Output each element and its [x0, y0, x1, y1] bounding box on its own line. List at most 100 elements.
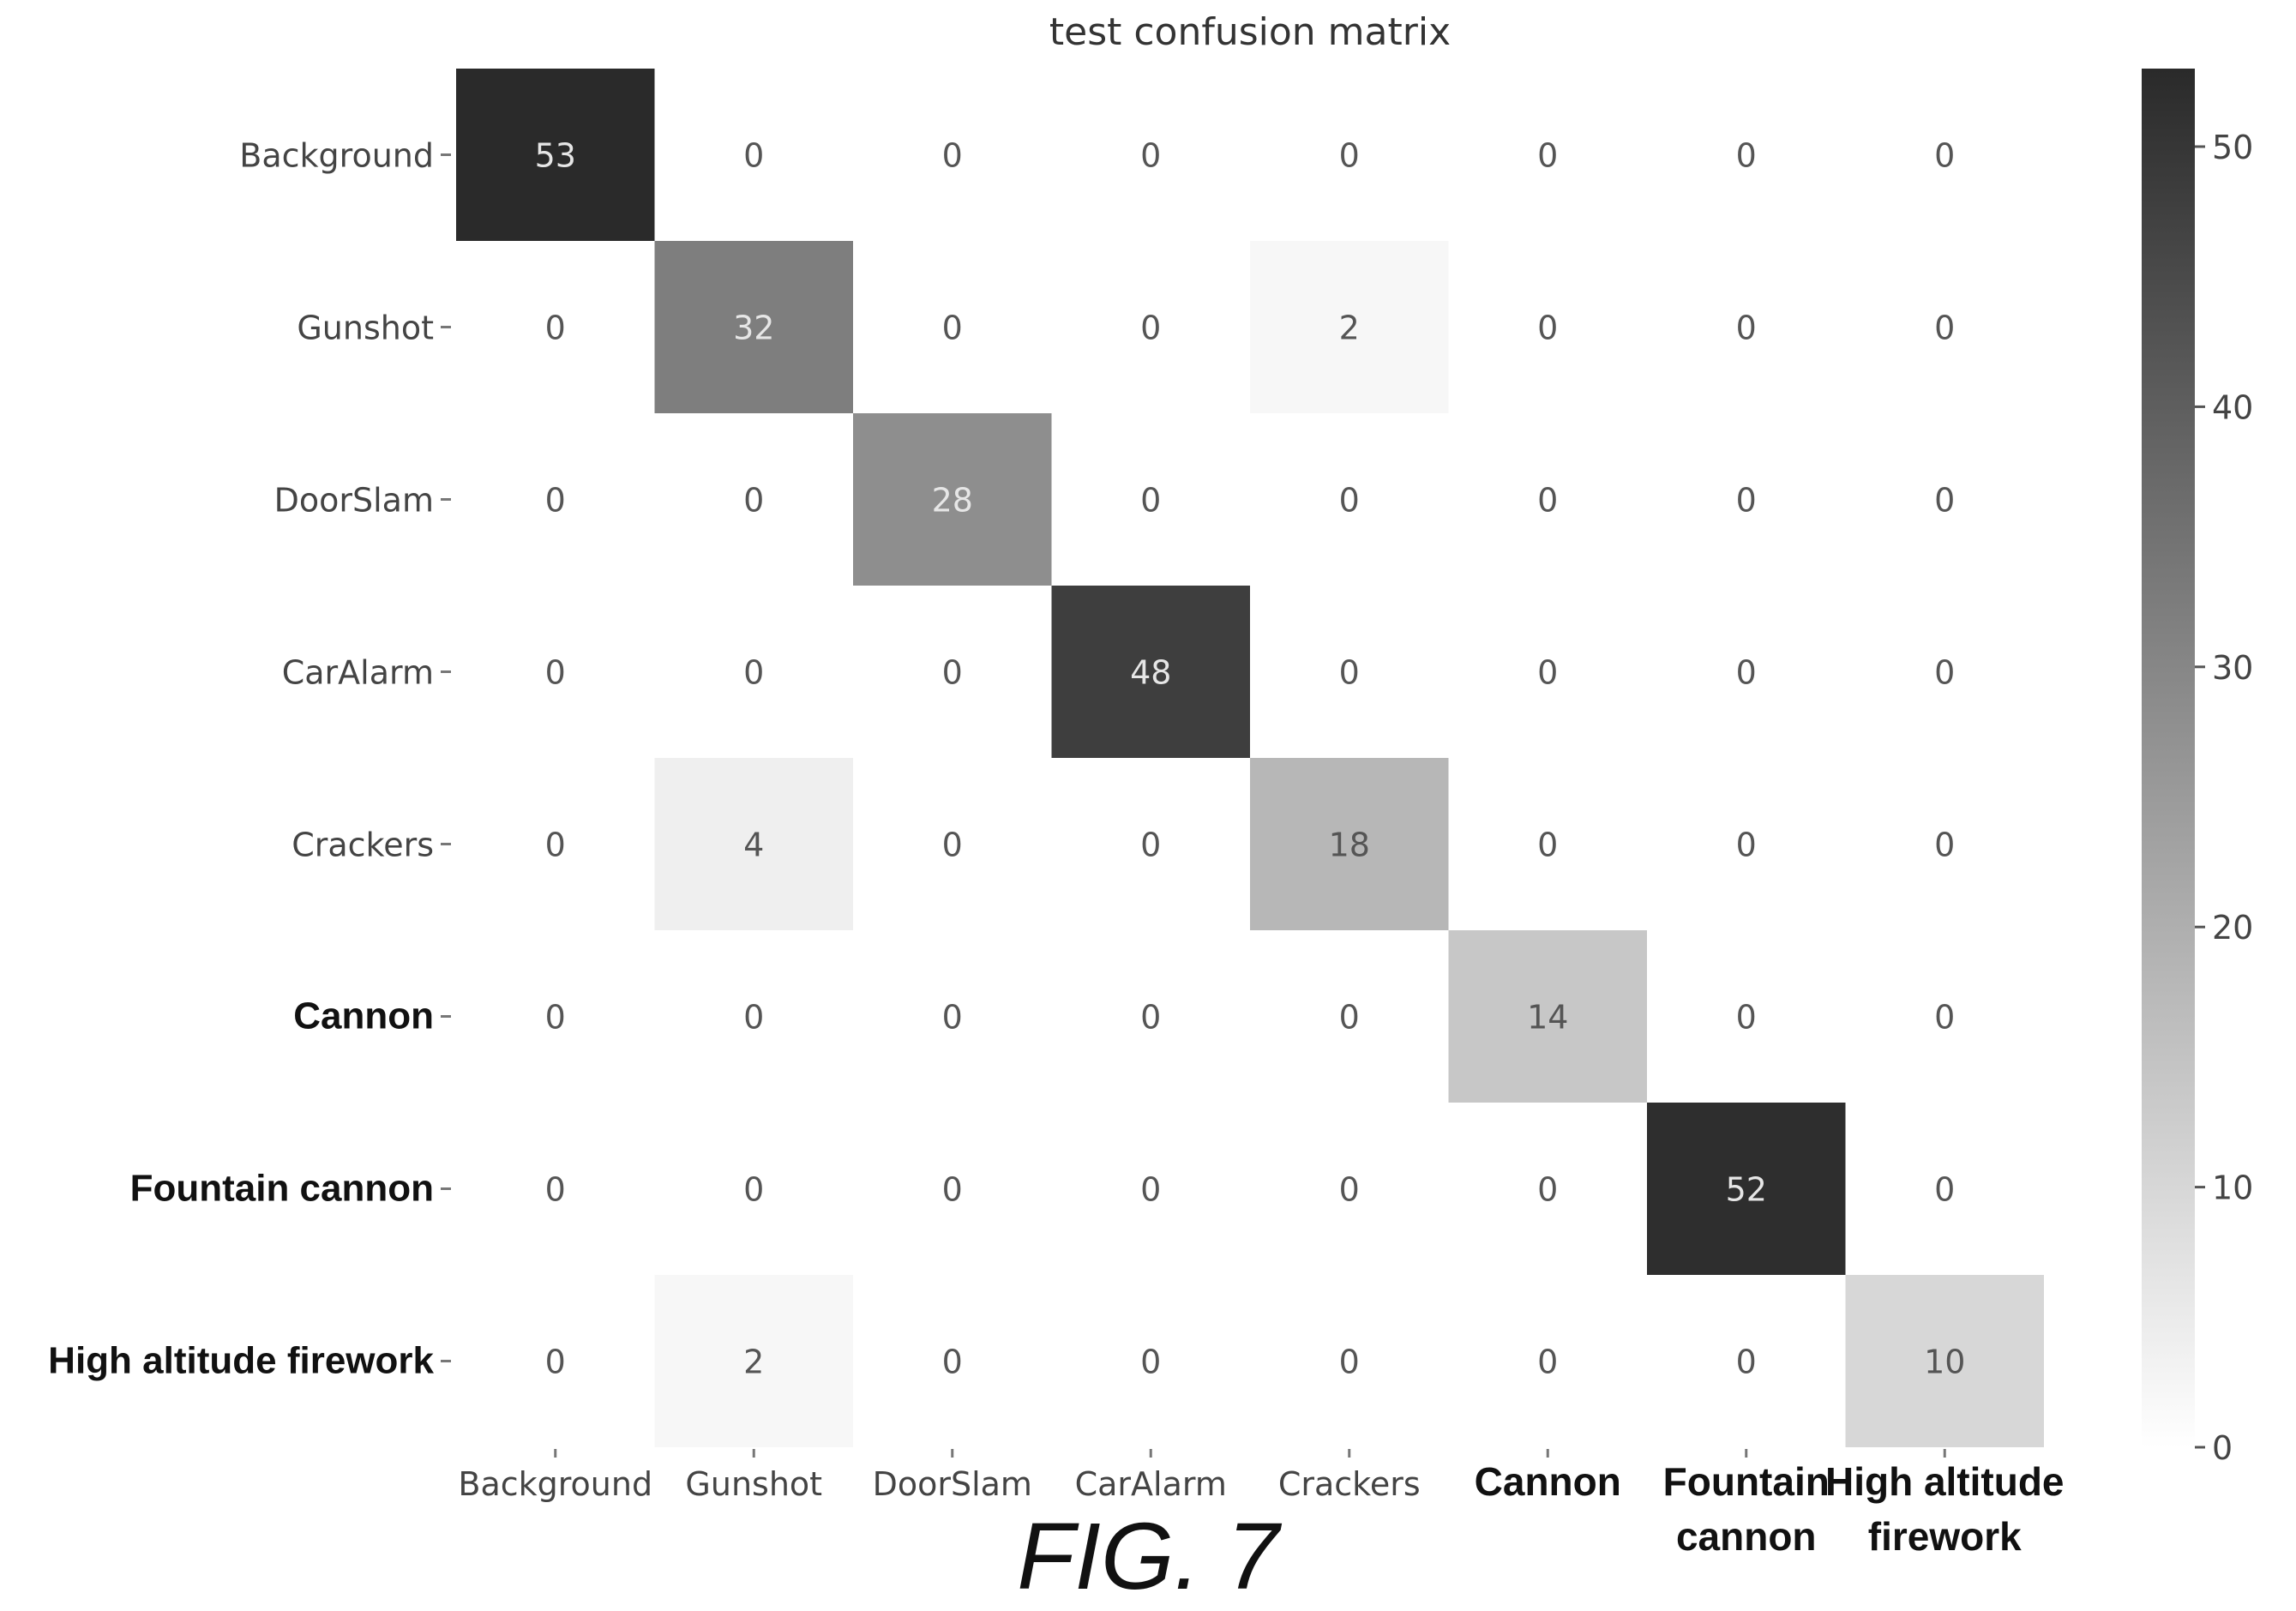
cell-value-r4-c6: 0: [1736, 827, 1757, 864]
col-label-high-altitude: High altitude: [1825, 1459, 2065, 1504]
cell-value-r7-c1: 2: [743, 1344, 764, 1381]
colorbar-tick-label-0: 0: [2212, 1429, 2233, 1467]
row-label-doorslam: DoorSlam: [274, 482, 434, 520]
cell-value-r5-c2: 0: [942, 999, 963, 1037]
col-label-fountain: Fountain: [1663, 1459, 1830, 1504]
col-label-caralarm: CarAlarm: [1075, 1465, 1227, 1503]
colorbar-gradient: [2142, 69, 2195, 1447]
col-label-cannon: Cannon: [1475, 1459, 1621, 1504]
cell-value-r5-c6: 0: [1736, 999, 1757, 1037]
heatmap-cell-r7-c7: [1845, 1275, 2044, 1447]
cell-value-r1-c5: 0: [1537, 310, 1558, 347]
row-label-background: Background: [239, 137, 434, 175]
cell-value-r7-c3: 0: [1140, 1344, 1161, 1381]
row-label-high-altitude-firework: High altitude firework: [48, 1340, 434, 1382]
heatmap-cell-r7-c1: [654, 1275, 853, 1447]
cell-value-r7-c4: 0: [1339, 1344, 1360, 1381]
cell-value-r2-c3: 0: [1140, 482, 1161, 520]
row-labels: Background Gunshot DoorSlam CarAlarm Cracker…: [48, 137, 451, 1382]
cell-value-r0-c1: 0: [743, 137, 764, 175]
colorbar-tick-label-30: 30: [2212, 649, 2253, 687]
cell-value-r6-c4: 0: [1339, 1171, 1360, 1209]
cell-value-r6-c0: 0: [545, 1171, 566, 1209]
cell-value-r4-c5: 0: [1537, 827, 1558, 864]
cell-value-r2-c7: 0: [1934, 482, 1955, 520]
cell-value-r2-c0: 0: [545, 482, 566, 520]
cell-value-r7-c0: 0: [545, 1344, 566, 1381]
cell-value-r6-c7: 0: [1934, 1171, 1955, 1209]
cell-value-r3-c3: 48: [1130, 654, 1171, 692]
heatmap-cell-r2-c2: [853, 413, 1052, 586]
col-label-firework: firework: [1868, 1514, 2022, 1559]
column-labels: Background Gunshot DoorSlam CarAlarm Cracker…: [458, 1449, 2065, 1559]
cell-value-r3-c6: 0: [1736, 654, 1757, 692]
heatmap-cell-r3-c3: [1051, 586, 1250, 758]
cell-value-r3-c0: 0: [545, 654, 566, 692]
row-label-gunshot: Gunshot: [297, 310, 434, 347]
col-label-background: Background: [458, 1465, 652, 1503]
row-label-crackers: Crackers: [292, 827, 434, 864]
cell-value-r1-c2: 0: [942, 310, 963, 347]
col-label-cannon: cannon: [1676, 1514, 1817, 1559]
cell-value-r5-c4: 0: [1339, 999, 1360, 1037]
cell-value-r4-c4: 18: [1329, 827, 1370, 864]
cell-value-r2-c2: 28: [932, 482, 973, 520]
cell-value-r0-c6: 0: [1736, 137, 1757, 175]
cell-value-r4-c2: 0: [942, 827, 963, 864]
row-label-fountain-cannon: Fountain cannon: [130, 1168, 434, 1210]
cell-value-r4-c1: 4: [743, 827, 764, 864]
cell-value-r6-c6: 52: [1726, 1171, 1767, 1209]
cell-value-r5-c3: 0: [1140, 999, 1161, 1037]
heatmap-cell-r4-c4: [1250, 758, 1449, 930]
cell-value-r7-c2: 0: [942, 1344, 963, 1381]
cell-value-r3-c7: 0: [1934, 654, 1955, 692]
cell-value-r2-c1: 0: [743, 482, 764, 520]
cell-value-r6-c3: 0: [1140, 1171, 1161, 1209]
cell-value-r0-c4: 0: [1339, 137, 1360, 175]
cell-value-r3-c4: 0: [1339, 654, 1360, 692]
col-label-crackers: Crackers: [1278, 1465, 1421, 1503]
cell-value-r7-c7: 10: [1924, 1344, 1965, 1381]
figure-caption: FIG. 7: [1017, 1504, 1279, 1609]
colorbar-tick-label-40: 40: [2212, 388, 2253, 426]
heatmap-cells: 53 0 0 0 0 0 0 0 0 32 0 0 2 0 0 0 0 0 28 0 0 0 0 0 0 0 0 48 0 0 0 0 0 4 0 0…: [456, 69, 2044, 1447]
cell-value-r7-c5: 0: [1537, 1344, 1558, 1381]
colorbar: 0 10 20 30 40 50: [2142, 69, 2253, 1467]
heatmap-cell-r0-c0: [456, 69, 655, 241]
cell-value-r1-c3: 0: [1140, 310, 1161, 347]
cell-value-r2-c4: 0: [1339, 482, 1360, 520]
cell-value-r4-c0: 0: [545, 827, 566, 864]
heatmap-cell-r4-c1: [654, 758, 853, 930]
cell-value-r4-c7: 0: [1934, 827, 1955, 864]
cell-value-r7-c6: 0: [1736, 1344, 1757, 1381]
row-label-caralarm: CarAlarm: [282, 654, 434, 692]
cell-value-r5-c0: 0: [545, 999, 566, 1037]
cell-value-r0-c3: 0: [1140, 137, 1161, 175]
cell-value-r3-c2: 0: [942, 654, 963, 692]
heatmap-cell-r1-c4: [1250, 241, 1449, 413]
cell-value-r6-c5: 0: [1537, 1171, 1558, 1209]
colorbar-tick-label-10: 10: [2212, 1169, 2253, 1207]
cell-value-r1-c4: 2: [1339, 310, 1360, 347]
cell-value-r5-c7: 0: [1934, 999, 1955, 1037]
colorbar-tick-label-50: 50: [2212, 129, 2253, 166]
chart-title: test confusion matrix: [1049, 10, 1451, 54]
col-label-gunshot: Gunshot: [685, 1465, 822, 1503]
cell-value-r4-c3: 0: [1140, 827, 1161, 864]
cell-value-r6-c1: 0: [743, 1171, 764, 1209]
heatmap-cell-r6-c6: [1647, 1103, 1846, 1275]
row-label-cannon: Cannon: [293, 995, 434, 1037]
cell-value-r0-c0: 53: [535, 137, 576, 175]
cell-value-r0-c7: 0: [1934, 137, 1955, 175]
cell-value-r0-c5: 0: [1537, 137, 1558, 175]
cell-value-r2-c6: 0: [1736, 482, 1757, 520]
col-label-doorslam: DoorSlam: [873, 1465, 1032, 1503]
cell-value-r1-c1: 32: [733, 310, 774, 347]
cell-value-r1-c6: 0: [1736, 310, 1757, 347]
cell-value-r0-c2: 0: [942, 137, 963, 175]
cell-value-r5-c5: 14: [1527, 999, 1568, 1037]
heatmap-cell-r1-c1: [654, 241, 853, 413]
cell-value-r5-c1: 0: [743, 999, 764, 1037]
cell-value-r1-c0: 0: [545, 310, 566, 347]
